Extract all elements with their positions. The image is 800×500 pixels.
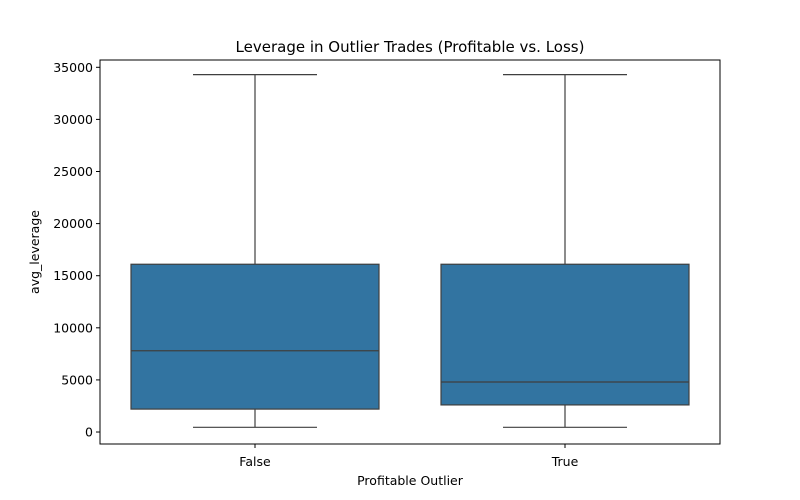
x-tick-label: False — [239, 454, 271, 469]
y-tick-label: 20000 — [53, 216, 93, 231]
box-group-false — [130, 73, 380, 428]
y-tick-label: 15000 — [53, 268, 93, 283]
x-tick-label: True — [551, 454, 579, 469]
y-tick-label: 0 — [85, 425, 93, 440]
y-tick-label: 35000 — [53, 60, 93, 75]
x-axis-label: Profitable Outlier — [357, 473, 464, 488]
box — [440, 263, 690, 406]
x-axis: False True — [239, 444, 579, 469]
box-group-true — [440, 73, 690, 428]
plot-frame — [99, 59, 721, 445]
y-tick-label: 5000 — [61, 372, 93, 387]
y-tick-label: 10000 — [53, 320, 93, 335]
y-tick-label: 25000 — [53, 164, 93, 179]
y-axis-label: avg_leverage — [27, 210, 42, 294]
y-tick-label: 30000 — [53, 112, 93, 127]
box — [130, 263, 380, 410]
boxes-layer — [130, 73, 690, 428]
y-axis: 0 5000 10000 15000 20000 25000 30000 35000 — [53, 60, 100, 440]
chart-title: Leverage in Outlier Trades (Profitable v… — [236, 38, 585, 56]
